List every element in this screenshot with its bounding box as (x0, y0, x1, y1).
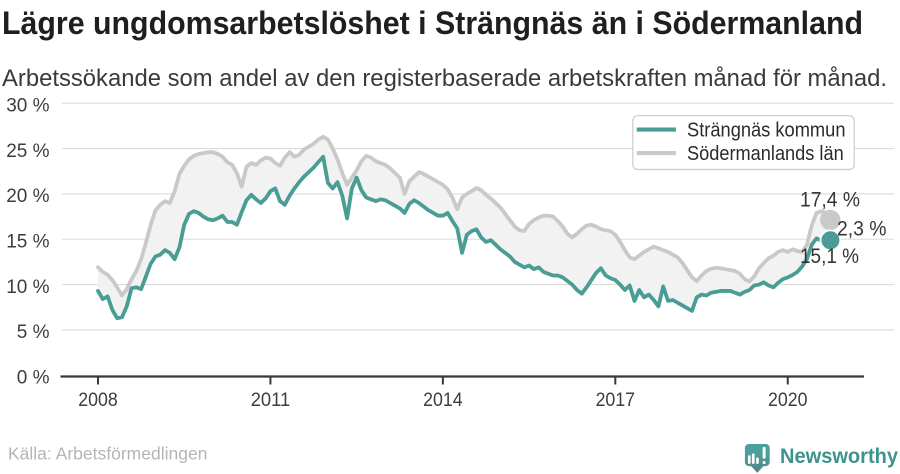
svg-text:Arbetssökande som andel av den: Arbetssökande som andel av den registerb… (2, 65, 887, 92)
svg-text:15 %: 15 % (6, 232, 49, 253)
svg-text:Källa: Arbetsförmedlingen: Källa: Arbetsförmedlingen (8, 444, 207, 464)
svg-text:5 %: 5 % (17, 322, 50, 343)
svg-text:10 %: 10 % (6, 277, 49, 298)
svg-text:2008: 2008 (78, 390, 118, 411)
svg-text:30 %: 30 % (6, 96, 49, 117)
svg-text:17,4 %: 17,4 % (800, 189, 860, 212)
svg-text:Newsworthy: Newsworthy (780, 444, 898, 468)
svg-text:2020: 2020 (768, 390, 808, 411)
svg-text:2,3 %: 2,3 % (837, 218, 887, 241)
svg-text:Lägre ungdomsarbetslöshet i St: Lägre ungdomsarbetslöshet i Strängnäs än… (2, 5, 863, 41)
svg-text:Strängnäs kommun: Strängnäs kommun (687, 119, 846, 142)
svg-text:25 %: 25 % (6, 141, 49, 162)
svg-text:2017: 2017 (596, 390, 636, 411)
svg-text:0 %: 0 % (17, 367, 50, 388)
svg-text:2011: 2011 (251, 390, 291, 411)
svg-text:20 %: 20 % (6, 186, 49, 207)
svg-text:2014: 2014 (423, 390, 463, 411)
svg-text:15,1 %: 15,1 % (800, 245, 859, 268)
svg-text:Södermanlands län: Södermanlands län (687, 142, 844, 165)
